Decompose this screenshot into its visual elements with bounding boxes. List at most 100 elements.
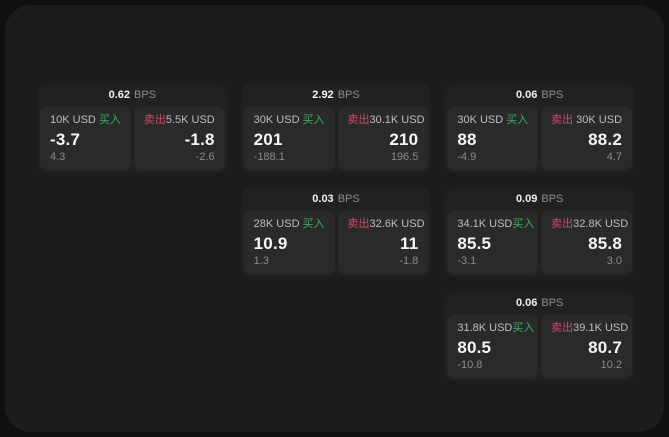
- bps-unit: BPS: [541, 89, 564, 101]
- buy-price: -3.7: [50, 129, 81, 149]
- sell-panel-header: 卖出 32.6K USD: [347, 218, 425, 231]
- bps-header: 0.09 BPS: [444, 188, 635, 211]
- bps-value: 0.03: [312, 193, 334, 205]
- buy-panel[interactable]: 28K USD 买入 10.9 1.3: [243, 211, 335, 274]
- bps-value: 0.09: [515, 193, 538, 205]
- buy-side-label: 买入: [302, 218, 325, 230]
- sell-panel[interactable]: 卖出 39.1K USD 80.7 10.2: [541, 315, 633, 378]
- sell-change: 3.0: [606, 255, 623, 267]
- sell-price: 88.2: [588, 129, 623, 149]
- sell-change: 10.2: [600, 359, 623, 371]
- quote-card: 2.92 BPS 30K USD 买入 201 -188.1 卖出 30.1K …: [240, 84, 432, 173]
- sell-panel[interactable]: 卖出 32.6K USD 11 -1.8: [337, 211, 429, 274]
- buy-side-label: 买入: [302, 114, 325, 126]
- sell-amount: 5.5K USD: [165, 114, 215, 126]
- sell-price: 85.8: [588, 233, 623, 253]
- sell-panel-header: 卖出 5.5K USD: [144, 114, 215, 127]
- quote-cards-grid: 0.62 BPS 10K USD 买入 -3.7 4.3 卖出 5.5K USD…: [37, 84, 635, 381]
- buy-panel[interactable]: 34.1K USD 买入 85.5 -3.1: [447, 211, 539, 274]
- buy-amount: 30K USD: [253, 114, 300, 126]
- buy-price: 80.5: [457, 337, 492, 357]
- sell-price: 210: [389, 129, 419, 149]
- bps-value: 2.92: [312, 89, 334, 101]
- bps-header: 0.06 BPS: [444, 84, 635, 107]
- buy-price: 88: [457, 129, 477, 149]
- sell-amount: 39.1K USD: [573, 322, 629, 334]
- buy-side-label: 买入: [506, 114, 529, 126]
- sell-panel[interactable]: 卖出 30K USD 88.2 4.7: [541, 107, 633, 170]
- buy-change: -10.8: [457, 359, 483, 371]
- bps-value: 0.62: [108, 89, 131, 101]
- sell-change: 4.7: [606, 151, 623, 163]
- quote-panels: 34.1K USD 买入 85.5 -3.1 卖出 32.8K USD 85.8…: [447, 211, 633, 274]
- sell-panel[interactable]: 卖出 32.8K USD 85.8 3.0: [541, 211, 633, 274]
- sell-side-label: 卖出: [347, 218, 370, 230]
- bps-value: 0.06: [515, 89, 538, 101]
- quote-card: 0.62 BPS 10K USD 买入 -3.7 4.3 卖出 5.5K USD…: [37, 84, 228, 173]
- sell-side-label: 卖出: [551, 114, 574, 126]
- buy-change: -4.9: [457, 151, 477, 163]
- sell-price: -1.8: [184, 129, 215, 149]
- sell-change: 196.5: [390, 151, 419, 163]
- buy-amount: 28K USD: [253, 218, 300, 230]
- sell-side-label: 卖出: [551, 218, 574, 230]
- buy-amount: 30K USD: [457, 114, 504, 126]
- buy-change: 1.3: [253, 255, 269, 267]
- buy-change: 4.3: [50, 151, 66, 163]
- quote-panels: 28K USD 买入 10.9 1.3 卖出 32.6K USD 11 -1.8: [243, 211, 429, 274]
- sell-amount: 32.8K USD: [573, 218, 629, 230]
- bps-unit: BPS: [541, 193, 564, 205]
- sell-panel-header: 卖出 30.1K USD: [347, 114, 425, 127]
- bps-value: 0.06: [515, 297, 538, 309]
- quote-panels: 30K USD 买入 88 -4.9 卖出 30K USD 88.2 4.7: [447, 107, 633, 170]
- sell-side-label: 卖出: [551, 322, 574, 334]
- sell-price: 80.7: [588, 337, 623, 357]
- buy-panel-header: 30K USD 买入: [254, 114, 325, 127]
- bps-unit: BPS: [337, 193, 360, 205]
- buy-change: -188.1: [253, 151, 285, 163]
- bps-unit: BPS: [134, 89, 157, 101]
- buy-panel-header: 30K USD 买入: [457, 114, 528, 127]
- quote-panels: 30K USD 买入 201 -188.1 卖出 30.1K USD 210 1…: [243, 107, 429, 170]
- sell-panel-header: 卖出 39.1K USD: [551, 322, 628, 335]
- buy-panel[interactable]: 30K USD 买入 88 -4.9: [447, 107, 539, 170]
- buy-panel[interactable]: 10K USD 买入 -3.7 4.3: [40, 107, 131, 170]
- buy-panel-header: 31.8K USD 买入: [457, 322, 534, 335]
- buy-panel[interactable]: 30K USD 买入 201 -188.1: [243, 107, 335, 170]
- buy-panel[interactable]: 31.8K USD 买入 80.5 -10.8: [447, 315, 539, 378]
- quote-panels: 10K USD 买入 -3.7 4.3 卖出 5.5K USD -1.8 -2.…: [40, 107, 225, 170]
- bps-header: 0.06 BPS: [444, 292, 635, 315]
- buy-price: 85.5: [457, 233, 492, 253]
- buy-side-label: 买入: [512, 218, 535, 230]
- buy-panel-header: 34.1K USD 买入: [457, 218, 534, 231]
- sell-side-label: 卖出: [143, 114, 166, 126]
- bps-header: 0.03 BPS: [241, 188, 432, 211]
- sell-amount: 30K USD: [576, 114, 623, 126]
- quote-card: 0.09 BPS 34.1K USD 买入 85.5 -3.1 卖出 32.8K…: [444, 188, 635, 277]
- bps-header: 2.92 BPS: [241, 84, 432, 107]
- bps-header: 0.62 BPS: [37, 84, 228, 107]
- sell-panel-header: 卖出 30K USD: [551, 114, 622, 127]
- sell-price: 11: [399, 233, 419, 253]
- sell-panel[interactable]: 卖出 30.1K USD 210 196.5: [337, 107, 429, 170]
- sell-panel-header: 卖出 32.8K USD: [551, 218, 628, 231]
- buy-amount: 10K USD: [50, 114, 96, 126]
- quote-card: 0.06 BPS 30K USD 买入 88 -4.9 卖出 30K USD 8…: [444, 84, 635, 173]
- sell-amount: 30.1K USD: [369, 114, 425, 126]
- buy-price: 201: [253, 129, 283, 149]
- sell-side-label: 卖出: [347, 114, 370, 126]
- buy-amount: 34.1K USD: [457, 218, 513, 230]
- buy-panel-header: 28K USD 买入: [254, 218, 325, 231]
- bps-unit: BPS: [337, 89, 360, 101]
- buy-price: 10.9: [253, 233, 288, 253]
- sell-change: -1.8: [399, 255, 419, 267]
- quote-card: 0.03 BPS 28K USD 买入 10.9 1.3 卖出 32.6K US…: [240, 188, 432, 277]
- buy-panel-header: 10K USD 买入: [50, 114, 121, 127]
- buy-side-label: 买入: [512, 322, 535, 334]
- buy-amount: 31.8K USD: [457, 322, 513, 334]
- sell-change: -2.6: [195, 151, 215, 163]
- sell-amount: 32.6K USD: [369, 218, 425, 230]
- bps-unit: BPS: [541, 297, 564, 309]
- quote-panels: 31.8K USD 买入 80.5 -10.8 卖出 39.1K USD 80.…: [447, 315, 633, 378]
- sell-panel[interactable]: 卖出 5.5K USD -1.8 -2.6: [133, 107, 225, 170]
